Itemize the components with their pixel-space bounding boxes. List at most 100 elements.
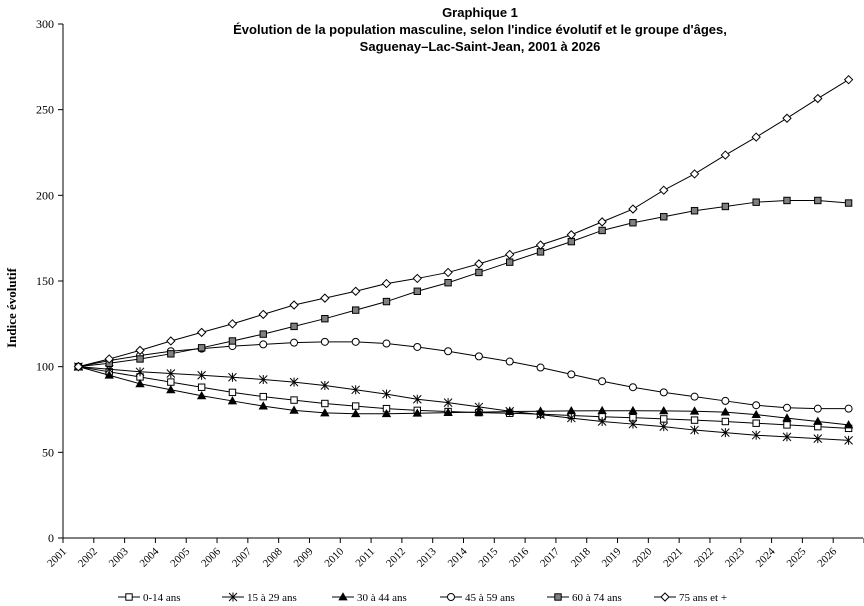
data-point (597, 217, 607, 227)
data-point (197, 370, 206, 380)
x-tick-label: 2025 (784, 545, 808, 569)
x-tick-label: 2014 (446, 545, 470, 569)
data-point (475, 268, 483, 277)
legend-label: 15 à 29 ans (247, 592, 297, 604)
data-point (443, 407, 453, 416)
data-point (536, 363, 545, 372)
data-point (659, 185, 669, 195)
data-point (320, 408, 330, 417)
data-point (350, 286, 361, 296)
data-point (320, 337, 329, 346)
data-point (258, 309, 268, 320)
data-point (689, 169, 700, 179)
data-point (258, 401, 268, 410)
data-point (135, 345, 145, 356)
data-point (166, 384, 176, 394)
chart-title-block: Graphique 1 Évolution de la population m… (160, 4, 800, 55)
data-point (227, 319, 238, 329)
data-point (196, 327, 207, 338)
data-point (782, 432, 792, 442)
data-point (382, 297, 391, 306)
data-point (104, 370, 114, 379)
data-point (350, 408, 361, 418)
data-point (412, 273, 422, 284)
data-point (813, 93, 823, 104)
series-line (78, 366, 849, 441)
chart-title: Graphique 1 (442, 5, 518, 20)
data-point (505, 406, 515, 415)
y-tick-label: 0 (48, 531, 54, 545)
chart-subtitle-line-1: Évolution de la population masculine, se… (233, 22, 727, 37)
data-point (598, 226, 606, 235)
data-point (813, 416, 823, 425)
series-1 (74, 362, 853, 433)
data-point (566, 230, 577, 240)
legend-marker (660, 592, 670, 602)
data-point (443, 398, 453, 408)
data-point (813, 434, 823, 444)
data-point (166, 336, 176, 346)
data-point (752, 401, 761, 410)
data-point (660, 415, 668, 423)
data-point (228, 388, 237, 397)
data-point (844, 199, 853, 207)
data-point (690, 392, 699, 401)
data-point (844, 404, 853, 413)
data-point (135, 367, 145, 377)
data-point (135, 378, 145, 388)
data-point (813, 404, 822, 413)
data-point (720, 407, 731, 416)
data-point (290, 322, 298, 331)
data-point (690, 425, 699, 435)
data-point (689, 406, 700, 415)
legend-label: 75 ans et + (679, 592, 727, 604)
data-point (136, 355, 144, 363)
data-point (782, 113, 792, 123)
data-point (535, 240, 546, 250)
data-point (167, 378, 175, 386)
legend-marker (338, 592, 348, 601)
data-point (720, 150, 731, 160)
data-point (197, 344, 206, 352)
data-point (412, 408, 422, 417)
x-tick-label: 2020 (630, 545, 654, 569)
x-tick-label: 2015 (476, 545, 500, 569)
data-point (752, 198, 760, 206)
data-point (660, 213, 668, 221)
x-tick-label: 2011 (353, 546, 377, 570)
legend-item: 60 à 74 ans (547, 592, 622, 604)
data-point (535, 406, 546, 415)
chart-subtitle-line-2: Saguenay–Lac-Saint-Jean, 2001 à 2026 (359, 39, 601, 54)
data-point (598, 377, 607, 386)
data-point (259, 330, 267, 338)
data-point (413, 342, 422, 351)
data-point (721, 417, 730, 426)
legend-label: 45 à 59 ans (465, 592, 515, 604)
series-line (78, 366, 849, 426)
data-point (628, 405, 638, 415)
series-6 (73, 74, 854, 372)
x-tick-label: 2001 (45, 546, 69, 570)
data-point (659, 406, 669, 415)
legend-marker (125, 593, 133, 601)
data-point (751, 132, 761, 142)
series-line (78, 199, 849, 368)
data-point (412, 394, 422, 404)
data-point (382, 339, 391, 348)
x-tick-label: 2017 (538, 545, 562, 569)
data-point (196, 390, 207, 400)
data-point (690, 416, 699, 424)
y-tick-label: 250 (36, 103, 54, 117)
legend-item: 45 à 59 ans (440, 592, 515, 604)
data-point (782, 413, 792, 422)
data-point (259, 340, 268, 349)
data-point (167, 350, 175, 358)
data-point (751, 430, 761, 440)
data-point (227, 396, 238, 405)
data-point (751, 409, 761, 419)
data-point (659, 422, 669, 432)
data-point (474, 259, 484, 269)
data-point (382, 389, 391, 399)
x-tick-label: 2018 (569, 545, 593, 569)
